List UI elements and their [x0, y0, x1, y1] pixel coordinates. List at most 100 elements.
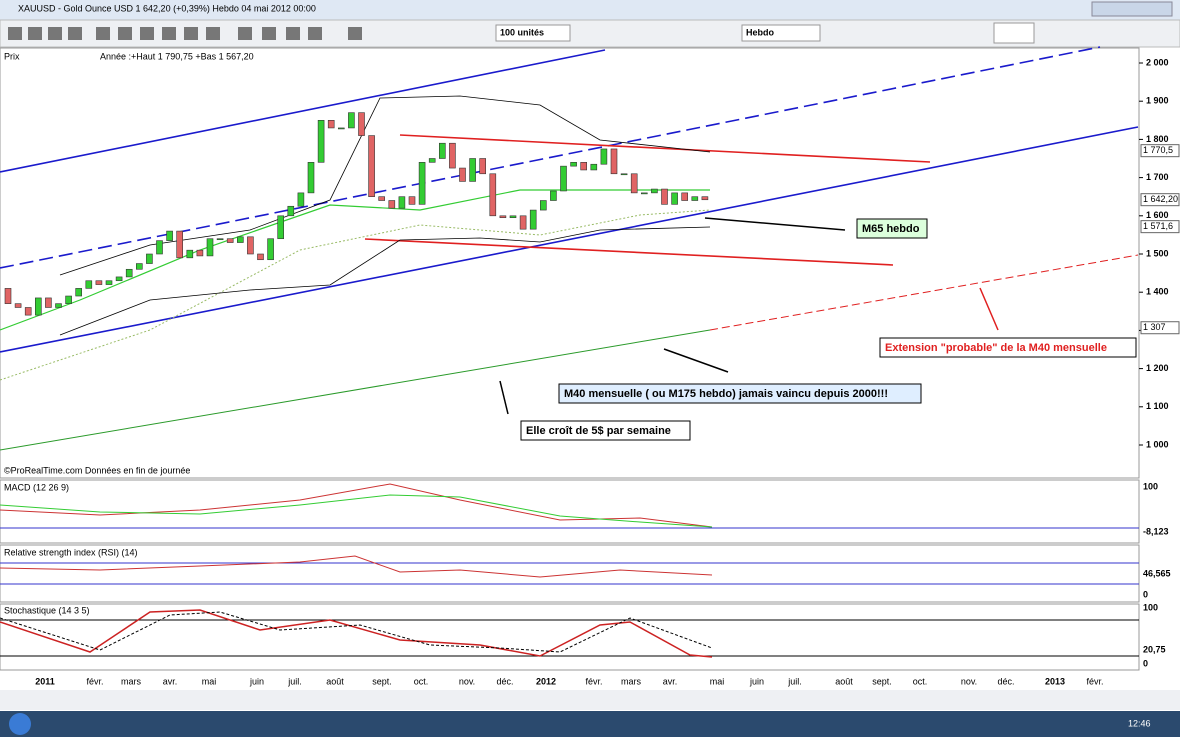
toolbar-icons[interactable]	[8, 27, 362, 40]
candle-body	[469, 158, 476, 182]
x-tick-label: 2012	[536, 676, 556, 686]
candle-body	[519, 215, 527, 230]
y-tick-label: 1 100	[1146, 401, 1169, 411]
candle-body	[75, 288, 82, 297]
candle-body	[257, 253, 264, 261]
y-tick-label: 2 000	[1146, 57, 1169, 67]
price-tag	[1140, 144, 1180, 158]
x-axis: 2011 févr. mars avr. mai juin juil. août sept. oc…	[35, 676, 1103, 686]
clock: 12:46	[1128, 718, 1151, 728]
candle-body	[560, 165, 567, 192]
y-tick-label: 1 600	[1146, 210, 1169, 220]
price-tag	[1140, 220, 1180, 234]
candle-body	[378, 196, 386, 201]
source-note: ©ProRealTime.com Données en fin de journ…	[4, 465, 190, 475]
candle-body	[247, 236, 254, 255]
candle-body	[580, 162, 588, 171]
price-tag-label: 1 307	[1143, 322, 1166, 332]
candle-body	[156, 240, 163, 255]
x-tick-label: févr.	[1086, 676, 1103, 686]
taskbar	[0, 711, 1180, 737]
annotation-box	[856, 218, 928, 239]
x-tick-label: sept.	[872, 676, 892, 686]
candle-body	[14, 303, 22, 308]
x-tick-label: sept.	[372, 676, 392, 686]
x-tick-label: juil.	[787, 676, 802, 686]
candles	[4, 112, 709, 316]
start-button[interactable]	[9, 713, 31, 735]
x-tick-label: août	[326, 676, 344, 686]
candle-body	[95, 280, 103, 285]
stochastic-panel	[0, 603, 1140, 671]
candle-body	[610, 148, 618, 175]
candle-body	[651, 188, 658, 194]
y-tick-label: 1 200	[1146, 363, 1169, 373]
candle-body	[438, 142, 446, 159]
candle-body	[136, 263, 143, 270]
candle-body	[115, 276, 123, 282]
candle-body	[640, 192, 648, 195]
window-buttons[interactable]	[1091, 1, 1173, 17]
x-tick-label: avr.	[163, 676, 178, 686]
rsi-line	[0, 555, 713, 578]
scroll-bar[interactable]	[0, 690, 1180, 710]
price-tag	[1140, 321, 1180, 335]
candle-body	[237, 236, 244, 243]
candle-body	[358, 112, 365, 136]
candle-body	[307, 162, 315, 194]
units-select[interactable]	[495, 24, 571, 42]
arrows	[499, 217, 999, 415]
annotation-box	[558, 383, 922, 404]
y-tick-label: 1 800	[1146, 134, 1169, 144]
candle-body	[550, 190, 557, 201]
candle-body	[196, 249, 204, 257]
candle-body	[125, 268, 133, 278]
rsi-label: Relative strength index (RSI) (14)	[4, 547, 138, 557]
x-tick-label: mars	[621, 676, 641, 686]
candle-body	[408, 196, 416, 205]
price-tag	[1140, 193, 1180, 207]
y-tick-label: 1 700	[1146, 172, 1169, 182]
macd-lines	[0, 483, 713, 528]
chart-icon[interactable]	[993, 22, 1035, 44]
x-tick-label: déc.	[997, 676, 1014, 686]
candle-body	[479, 158, 487, 175]
candle-body	[267, 238, 274, 261]
candle-body	[701, 196, 709, 201]
x-tick-label: mars	[121, 676, 141, 686]
candle-body	[4, 288, 12, 304]
candle-body	[337, 127, 345, 130]
candle-body	[327, 120, 335, 129]
candle-body	[146, 253, 153, 264]
x-tick-label: mai	[710, 676, 725, 686]
candle-body	[418, 162, 426, 205]
y-tick-label: 1 500	[1146, 248, 1169, 258]
annotation: Elle croît de 5$ par semaine	[526, 425, 671, 437]
stoch-d	[0, 611, 713, 653]
price-tag-label: 1 642,20	[1143, 194, 1178, 204]
trend-lines	[0, 46, 1139, 451]
candle-body	[671, 192, 678, 205]
x-tick-label: juin	[249, 676, 264, 686]
y-tick-label: -8,123	[1143, 526, 1169, 536]
stochastic-label: Stochastique (14 3 5)	[4, 605, 90, 615]
annotation: Extension "probable" de la M40 mensuelle	[885, 342, 1107, 354]
period-select[interactable]	[741, 24, 821, 42]
stoch-k	[0, 609, 713, 658]
candle-body	[186, 249, 194, 259]
x-tick-label: avr.	[663, 676, 678, 686]
candle-body	[590, 163, 598, 171]
panel-info: Année :+Haut 1 790,75 +Bas 1 567,20	[100, 51, 254, 61]
candle-body	[529, 209, 537, 230]
x-tick-label: nov.	[961, 676, 977, 686]
candle-body	[661, 188, 668, 205]
candle-body	[216, 238, 224, 241]
y-tick-label: 1 400	[1146, 287, 1169, 297]
title-bar	[0, 0, 1180, 20]
panel-label: Prix	[4, 51, 20, 61]
y-tick-label: 1 000	[1146, 439, 1169, 449]
candle-body	[368, 135, 375, 198]
candle-body	[691, 196, 699, 201]
candle-body	[317, 120, 325, 163]
x-tick-label: oct.	[913, 676, 928, 686]
